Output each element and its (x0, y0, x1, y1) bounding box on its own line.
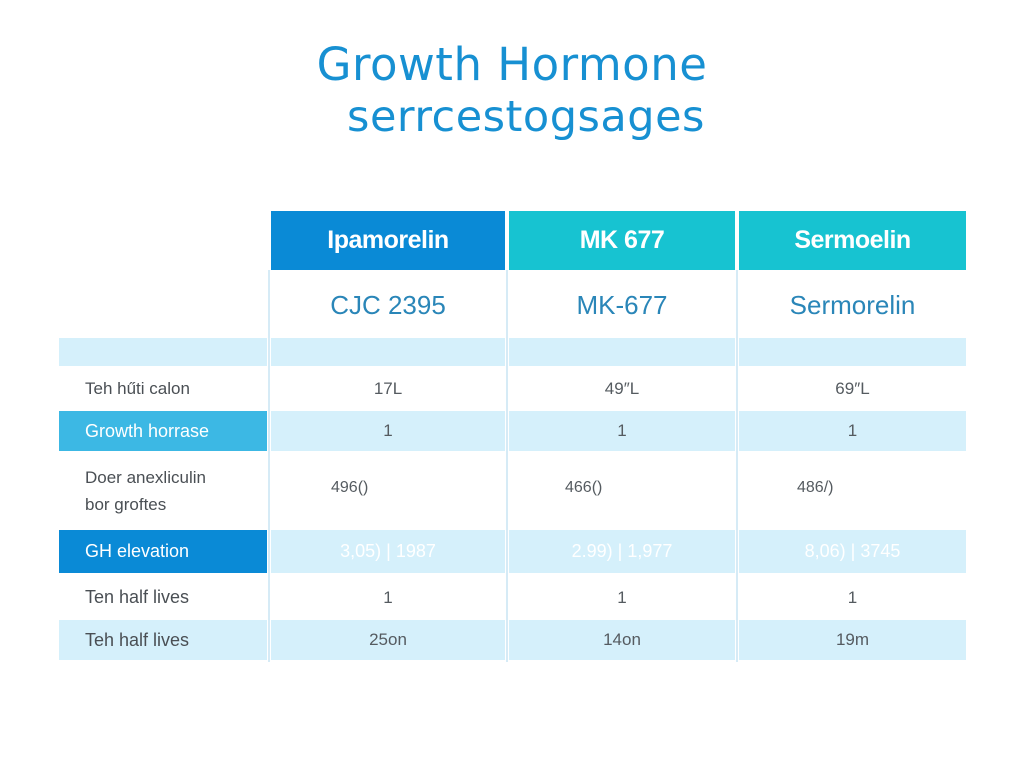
table-cell-bg (509, 411, 735, 451)
table-cell: 1 (847, 587, 858, 607)
table-cell-bg (739, 620, 966, 660)
subheader-mk677: MK-677 (576, 289, 668, 320)
column-header-mk677: MK 677 (509, 211, 735, 270)
table-cell: 25on (369, 630, 407, 649)
table-cell-bg (59, 620, 267, 660)
row-label-highlighted: Growth horrase (59, 411, 267, 451)
table-cell: 2.99) | 1,977 (571, 541, 673, 561)
row-label: Teh half lives (85, 629, 190, 650)
table-cell: 3,05) | 1987 (340, 541, 436, 561)
table-cell: 486/) (797, 479, 834, 496)
table-cell: 496() (331, 479, 369, 496)
table-cell: 8,06) | 3745 (804, 541, 901, 561)
table-cell: 17L (373, 378, 403, 398)
table-cell-bg (271, 411, 505, 451)
row-label-line2: bor groftes (85, 494, 167, 514)
table-cell: 1 (847, 421, 858, 440)
table-cell: 1 (383, 587, 393, 607)
table-cell: 1 (383, 421, 393, 440)
row-label-gh-elevation: GH elevation (59, 530, 267, 573)
column-separator (506, 270, 508, 662)
table-cell-bg (271, 530, 505, 573)
table-cell (739, 338, 966, 366)
table-cell (509, 338, 735, 366)
table-cell-bg (271, 620, 505, 660)
table-cell (271, 338, 505, 366)
table-cell-bg (509, 530, 735, 573)
table-cell-bg (739, 530, 966, 573)
table-row-band (59, 338, 267, 366)
row-label: Ten half lives (85, 587, 190, 607)
table-cell: 1 (617, 587, 627, 607)
page-title: Growth Hormone (316, 38, 708, 91)
table-cell: 1 (617, 421, 627, 440)
row-label-multiline: Doer anexliculin bor groftes (59, 451, 267, 530)
column-header-sermoelin: Sermoelin (739, 211, 966, 270)
table-cell-bg (739, 411, 966, 451)
row-label-line1: Doer anexliculin (85, 467, 206, 487)
table-cell: 49″L (604, 378, 640, 398)
subheader-cjc2395: CJC 2395 (330, 289, 446, 320)
table-cell: 14on (603, 630, 641, 649)
column-separator (268, 270, 270, 662)
subheader-sermorelin: Sermorelin (789, 289, 916, 320)
page-subtitle: serrcestogsages (347, 92, 705, 142)
row-label: Teh hűti calon (85, 378, 190, 398)
table-cell-bg (509, 620, 735, 660)
table-cell: 466() (565, 479, 603, 496)
column-header-ipamorelin: Ipamorelin (271, 211, 505, 270)
table-cell: 19m (835, 630, 870, 649)
table-cell: 69″L (835, 378, 870, 398)
column-separator (736, 270, 738, 662)
